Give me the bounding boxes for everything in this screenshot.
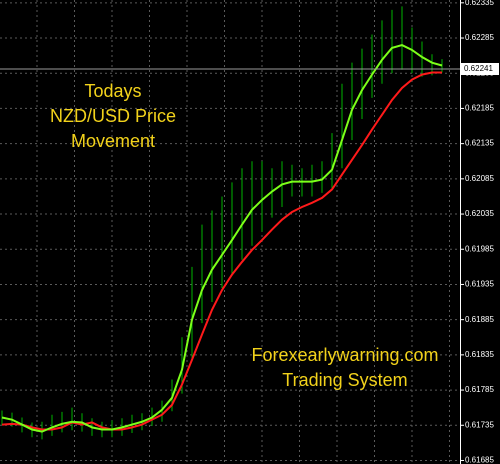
moving-average-line [1, 71, 442, 431]
y-tick-label: 0.62085 [465, 174, 494, 183]
y-tick-label: 0.61985 [465, 244, 494, 253]
y-tick-label: 0.62285 [465, 33, 494, 42]
y-tick-label: 0.62035 [465, 209, 494, 218]
current-price-label: 0.62241 [464, 64, 493, 73]
annotation: Movement [71, 131, 155, 151]
y-tick-label: 0.61685 [465, 456, 494, 464]
annotation: NZD/USD Price [50, 106, 176, 126]
y-tick-label: 0.61935 [465, 280, 494, 289]
y-tick-label: 0.62335 [465, 0, 494, 7]
current-price-box [461, 63, 499, 76]
y-tick-label: 0.61885 [465, 315, 494, 324]
y-tick-label: 0.62185 [465, 104, 494, 113]
annotation: Todays [84, 81, 141, 101]
y-tick-label: 0.61785 [465, 385, 494, 394]
y-tick-label: 0.62135 [465, 139, 494, 148]
annotation: Trading System [282, 370, 407, 390]
y-tick-label: 0.61835 [465, 350, 494, 359]
moving-average-line [1, 43, 443, 433]
y-tick-label: 0.61735 [465, 420, 494, 429]
annotation: Forexearlywarning.com [251, 345, 438, 365]
